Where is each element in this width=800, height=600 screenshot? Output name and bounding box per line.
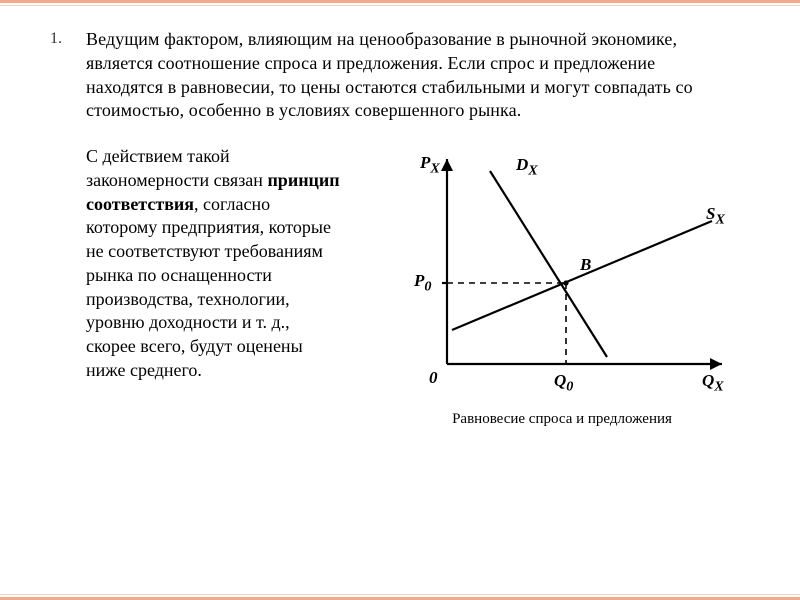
two-column-row: С действием такой закономерности связан … <box>40 145 760 428</box>
tick-label-p0: P0 <box>414 271 431 295</box>
right-column: PX QX DX SX B P0 Q0 0 Равновесие спроса … <box>364 145 760 428</box>
chart-caption: Равновесие спроса и предложения <box>452 411 672 428</box>
left-text-post: , согласно которому предприятия, которые… <box>86 194 331 380</box>
axis-label-py: PX <box>420 153 440 177</box>
slide-container: 1. Ведущим фактором, влияющим на ценообр… <box>0 0 800 600</box>
tick-label-q0: Q0 <box>554 371 573 395</box>
left-text-pre: С действием такой закономерности связан <box>86 146 267 190</box>
left-column-text: С действием такой закономерности связан … <box>86 145 340 383</box>
bullet-item: 1. Ведущим фактором, влияющим на ценообр… <box>40 28 760 123</box>
slide-border-bottom <box>0 594 800 600</box>
border-line-inner <box>0 594 800 595</box>
left-column: С действием такой закономерности связан … <box>40 145 340 428</box>
origin-label: 0 <box>429 368 438 388</box>
bullet-number: 1. <box>40 28 62 48</box>
chart-svg <box>392 149 732 399</box>
curve-label-sx: SX <box>706 204 725 228</box>
border-line-inner <box>0 5 800 6</box>
equilibrium-chart: PX QX DX SX B P0 Q0 0 <box>392 149 732 399</box>
axis-label-qx: QX <box>702 371 724 395</box>
border-line-outer <box>0 0 800 3</box>
slide-border-top <box>0 0 800 6</box>
point-label-b: B <box>580 255 591 275</box>
main-paragraph: Ведущим фактором, влияющим на ценообразо… <box>86 28 726 123</box>
curve-label-dx: DX <box>516 155 538 179</box>
